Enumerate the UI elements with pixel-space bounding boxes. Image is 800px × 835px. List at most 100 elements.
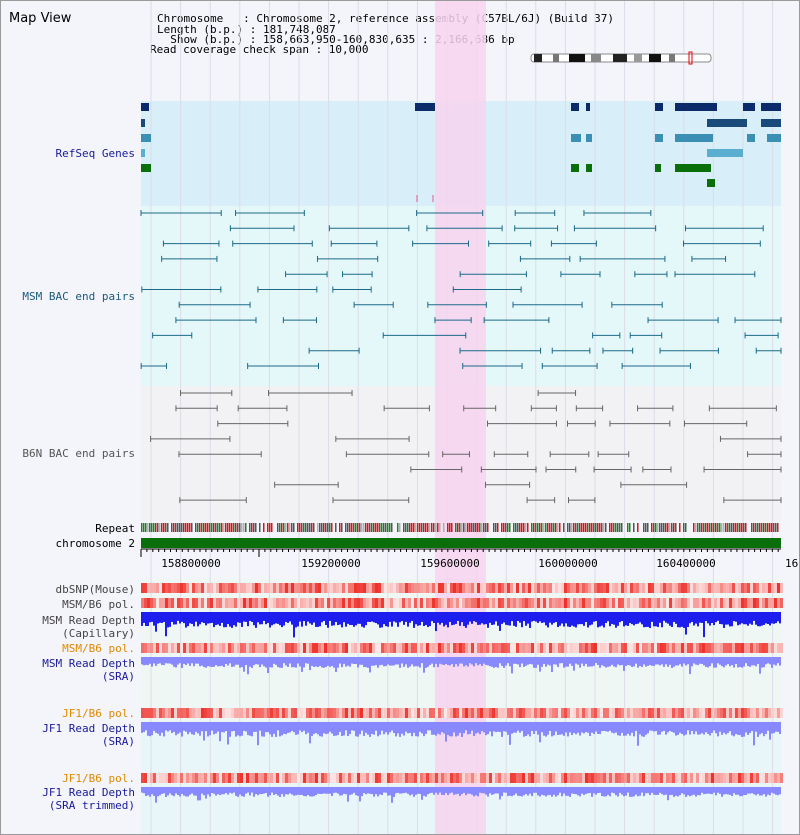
polymorphism-cell xyxy=(462,598,465,608)
read-depth-bar xyxy=(473,787,475,797)
polymorphism-cell xyxy=(168,708,171,718)
repeat-element xyxy=(707,523,709,532)
read-depth-bar xyxy=(571,612,573,626)
polymorphism-cell xyxy=(510,643,513,653)
repeat-element xyxy=(775,523,777,532)
read-depth-bar xyxy=(143,657,145,666)
read-depth-bar xyxy=(153,612,155,626)
polymorphism-cell xyxy=(627,773,630,783)
read-depth-bar xyxy=(349,612,351,625)
track-label-refseq-genes[interactable]: RefSeq Genes xyxy=(55,147,135,160)
polymorphism-cell xyxy=(690,708,693,718)
track-label-jf1-b6-pol-2[interactable]: JF1/B6 pol. xyxy=(62,772,135,785)
polymorphism-cell xyxy=(300,773,303,783)
polymorphism-cell xyxy=(390,583,393,593)
read-depth-bar xyxy=(359,657,361,665)
read-depth-bar xyxy=(671,722,673,732)
repeat-element xyxy=(147,523,149,532)
read-depth-bar xyxy=(671,787,673,795)
polymorphism-cell xyxy=(213,708,216,718)
polymorphism-cell xyxy=(681,598,684,608)
track-label-msm-b6-pol-2[interactable]: MSM/B6 pol. xyxy=(62,642,135,655)
read-depth-bar xyxy=(621,722,623,733)
track-label-repeat[interactable]: Repeat xyxy=(95,522,135,535)
read-depth-bar xyxy=(275,657,277,665)
read-depth-bar xyxy=(275,787,277,795)
read-depth-bar xyxy=(565,612,567,624)
track-label-chromosome[interactable]: chromosome 2 xyxy=(55,537,135,550)
polymorphism-cell xyxy=(684,598,687,608)
read-depth-bar xyxy=(269,722,271,735)
polymorphism-cell xyxy=(663,708,666,718)
read-depth-bar xyxy=(385,657,387,667)
repeat-element xyxy=(253,523,255,532)
polymorphism-cell xyxy=(525,598,528,608)
repeat-element xyxy=(729,523,731,532)
track-label-dbsnp[interactable]: dbSNP(Mouse) xyxy=(55,583,135,596)
polymorphism-cell xyxy=(744,643,747,653)
read-depth-bar xyxy=(367,657,369,668)
track-label-msm-depth-capillary[interactable]: MSM Read Depth xyxy=(42,614,135,627)
repeat-element xyxy=(153,523,155,532)
read-depth-bar xyxy=(313,722,315,734)
polymorphism-cell xyxy=(717,598,720,608)
read-depth-bar xyxy=(291,722,293,731)
track-label-b6n-bac[interactable]: B6N BAC end pairs xyxy=(22,447,135,460)
polymorphism-cell xyxy=(180,583,183,593)
repeat-element xyxy=(653,523,655,532)
polymorphism-cell xyxy=(474,708,477,718)
polymorphism-cell xyxy=(498,583,501,593)
repeat-element xyxy=(603,523,605,532)
repeat-element xyxy=(323,523,325,532)
read-depth-bar xyxy=(743,657,745,667)
polymorphism-cell xyxy=(399,773,402,783)
polymorphism-cell xyxy=(408,773,411,783)
polymorphism-cell xyxy=(771,583,774,593)
polymorphism-cell xyxy=(267,643,270,653)
polymorphism-cell xyxy=(234,643,237,653)
repeat-element xyxy=(695,523,697,532)
read-depth-bar xyxy=(667,612,669,624)
polymorphism-cell xyxy=(723,583,726,593)
repeat-element xyxy=(745,523,747,532)
repeat-element xyxy=(713,523,715,532)
repeat-element xyxy=(241,523,243,532)
repeat-element xyxy=(221,523,223,532)
read-depth-bar xyxy=(693,657,695,664)
read-depth-bar xyxy=(245,612,247,622)
read-depth-bar xyxy=(729,612,731,627)
read-depth-bar xyxy=(357,787,359,796)
polymorphism-cell xyxy=(387,708,390,718)
polymorphism-cell xyxy=(714,708,717,718)
read-depth-bar xyxy=(541,787,543,795)
track-label-jf1-depth-trimmed[interactable]: JF1 Read Depth xyxy=(42,786,135,799)
read-depth-bar xyxy=(197,612,199,627)
read-depth-bar xyxy=(333,612,335,626)
polymorphism-cell xyxy=(753,583,756,593)
polymorphism-cell xyxy=(624,598,627,608)
read-depth-bar xyxy=(171,657,173,665)
repeat-element xyxy=(515,523,517,532)
track-label-jf1-depth-sra[interactable]: JF1 Read Depth xyxy=(42,722,135,735)
repeat-element xyxy=(151,523,153,532)
polymorphism-cell xyxy=(519,643,522,653)
track-label-msm-b6-pol-1[interactable]: MSM/B6 pol. xyxy=(62,598,135,611)
track-label-jf1-b6-pol-1[interactable]: JF1/B6 pol. xyxy=(62,707,135,720)
track-label-msm-depth-sra[interactable]: MSM Read Depth xyxy=(42,657,135,670)
read-depth-bar xyxy=(319,612,321,627)
polymorphism-cell xyxy=(702,598,705,608)
read-depth-bar xyxy=(449,787,451,794)
read-depth-bar xyxy=(427,722,429,731)
polymorphism-cell xyxy=(699,773,702,783)
repeat-element xyxy=(589,523,591,532)
read-depth-bar xyxy=(395,612,397,623)
polymorphism-cell xyxy=(387,583,390,593)
polymorphism-cell xyxy=(303,643,306,653)
read-depth-bar xyxy=(159,722,161,736)
read-depth-bar xyxy=(289,787,291,794)
read-depth-bar xyxy=(715,612,717,623)
read-depth-bar xyxy=(629,787,631,797)
track-label-msm-bac[interactable]: MSM BAC end pairs xyxy=(22,290,135,303)
polymorphism-cell xyxy=(216,643,219,653)
